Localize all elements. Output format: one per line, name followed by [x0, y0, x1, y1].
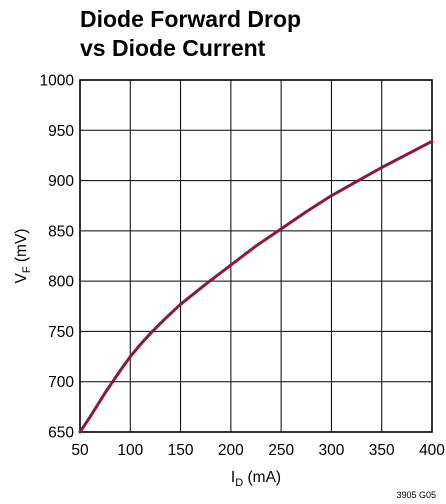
x-tick-labels: 50 100 150 200 250 300 350 400 — [71, 442, 445, 459]
y-tick-label: 1000 — [40, 73, 75, 90]
x-tick-label: 250 — [268, 442, 294, 459]
y-tick-label: 900 — [48, 173, 74, 190]
x-tick-label: 300 — [318, 442, 344, 459]
y-tick-label: 750 — [48, 324, 74, 341]
x-tick-label: 200 — [218, 442, 244, 459]
x-axis-label: ID (mA) — [231, 469, 281, 489]
y-tick-labels: 650 700 750 800 850 900 950 1000 — [40, 73, 75, 442]
x-tick-label: 400 — [419, 442, 445, 459]
y-tick-label: 650 — [48, 425, 74, 442]
chart-title-line2: vs Diode Current — [80, 35, 266, 61]
x-tick-label: 350 — [369, 442, 395, 459]
y-axis-label: VF (mV) — [13, 229, 33, 284]
x-tick-label: 50 — [71, 442, 89, 459]
y-tick-label: 850 — [48, 223, 74, 240]
figure-id: 3905 G05 — [396, 490, 436, 500]
x-tick-label: 150 — [168, 442, 194, 459]
y-tick-label: 700 — [48, 374, 74, 391]
x-tick-label: 100 — [117, 442, 143, 459]
grid — [80, 80, 432, 432]
chart-title-line1: Diode Forward Drop — [80, 6, 301, 32]
plot-area-frame — [79, 79, 433, 433]
y-tick-label: 800 — [48, 274, 74, 291]
series-line — [78, 139, 434, 434]
y-tick-label: 950 — [48, 123, 74, 140]
